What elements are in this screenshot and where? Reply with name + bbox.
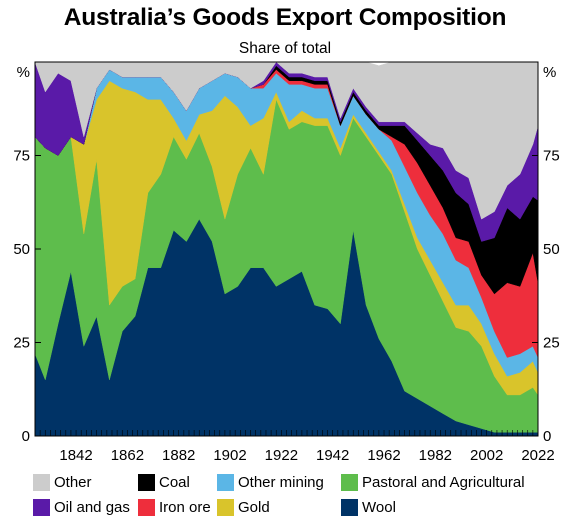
x-tick-label: 1882 bbox=[162, 447, 195, 464]
y-tick-label-right: 75 bbox=[543, 148, 560, 165]
y-tick-label-left: 25 bbox=[13, 335, 30, 352]
x-tick-label: 1862 bbox=[111, 447, 144, 464]
y-tick-label-left: 75 bbox=[13, 148, 30, 165]
axis-tick-labels: 0 0 25 25 50 50 75 75% % 1842 1862 1882 1902 1922 1942… bbox=[13, 64, 559, 464]
y-unit-label-left: % bbox=[17, 64, 30, 81]
x-tick-label: 2002 bbox=[470, 447, 503, 464]
y-tick-label-right: 25 bbox=[543, 335, 560, 352]
x-tick-label: 1982 bbox=[419, 447, 452, 464]
area-series-group bbox=[34, 61, 539, 437]
y-tick-label-right: 0 bbox=[543, 428, 551, 445]
x-tick-label: 2022 bbox=[521, 447, 554, 464]
axis-ticks bbox=[34, 61, 539, 437]
x-tick-label: 1962 bbox=[367, 447, 400, 464]
chart-subtitle: Share of total bbox=[238, 40, 332, 57]
x-tick-label: 1942 bbox=[316, 447, 349, 464]
x-tick-label: 1922 bbox=[265, 447, 298, 464]
y-tick-label-left: 50 bbox=[13, 241, 30, 258]
x-tick-label: 1842 bbox=[59, 447, 92, 464]
x-tick-label: 1902 bbox=[213, 447, 246, 464]
y-unit-label-right: % bbox=[543, 64, 556, 81]
y-tick-label-right: 50 bbox=[543, 241, 560, 258]
chart-title: Australia’s Goods Export Composition bbox=[63, 4, 507, 31]
y-tick-label-left: 0 bbox=[22, 428, 30, 445]
